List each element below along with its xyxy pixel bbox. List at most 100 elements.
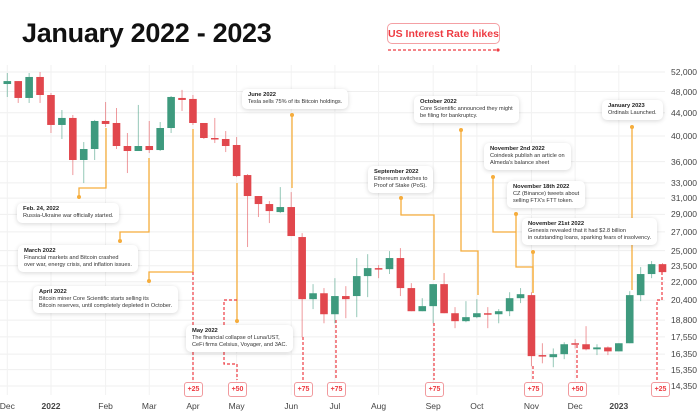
annotation-text: Ethereum switches to — [374, 176, 428, 182]
candle-body — [298, 237, 306, 300]
candle — [549, 348, 558, 368]
candle — [505, 292, 514, 317]
annotation-box: March 2022 Financial markets and Bitcoin … — [18, 245, 138, 272]
candle-body — [101, 120, 110, 124]
candle-body — [90, 120, 99, 150]
candle-body — [276, 207, 285, 213]
candle — [232, 137, 241, 178]
candle-body — [636, 274, 645, 296]
candle — [560, 342, 569, 360]
candle-body — [25, 76, 33, 98]
y-tick-label: 20,400 — [671, 295, 697, 306]
candle-body — [342, 296, 350, 300]
candle-body — [505, 298, 514, 312]
x-tick-label: Jul — [329, 401, 341, 411]
rate-hike-badge: +25 — [184, 382, 203, 397]
candle — [374, 265, 383, 279]
candle — [145, 120, 154, 154]
rate-hike-badge: +25 — [651, 382, 670, 397]
candle-body — [418, 306, 427, 312]
y-tick-label: 31,000 — [671, 193, 697, 204]
candle — [156, 122, 164, 152]
annotation-text: CZ (Binance) tweets about — [513, 191, 580, 197]
candle — [615, 343, 623, 352]
annotation-title: September 2022 — [374, 169, 419, 175]
candle — [134, 104, 143, 152]
candle-body — [36, 76, 44, 96]
candle-body — [538, 355, 547, 357]
candle-body — [604, 347, 612, 352]
candle — [593, 344, 601, 356]
candle-body — [14, 81, 23, 98]
candle-body — [287, 207, 296, 237]
candle — [582, 326, 590, 351]
annotation-title: November 21st 2022 — [528, 221, 585, 227]
x-tick-label: Oct — [470, 401, 484, 411]
candle-body — [385, 258, 394, 270]
y-tick-label: 18,800 — [671, 315, 697, 326]
candle — [221, 131, 230, 153]
candle-body — [265, 204, 274, 212]
candle — [440, 273, 448, 314]
candle — [636, 267, 645, 302]
candle — [243, 174, 252, 248]
candle — [331, 278, 339, 324]
candle — [407, 283, 416, 312]
candle — [385, 251, 394, 275]
annotation-box: June 2022 Tesla sells 75% of its Bitcoin … — [242, 89, 349, 109]
candle — [473, 299, 481, 319]
candle-body — [58, 117, 66, 125]
annotation-leader-lines — [77, 113, 634, 323]
candle-body — [560, 344, 569, 355]
candle-body — [516, 294, 525, 299]
y-tick-label: 29,000 — [671, 209, 697, 220]
y-tick-label: 17,550 — [671, 331, 697, 342]
candle-body — [527, 295, 536, 357]
annotation-text: over war, energy crisis, and inflation i… — [24, 262, 132, 268]
candle-body — [407, 288, 416, 312]
candle-body — [145, 146, 154, 151]
rate-hike-badge: +75 — [524, 382, 543, 397]
annotation-title: October 2022 — [420, 99, 457, 105]
candle-body — [69, 117, 77, 160]
candle-body — [178, 97, 186, 100]
x-tick-label: May — [228, 401, 245, 411]
y-tick-label: 25,000 — [671, 245, 697, 256]
annotation-title: January 2023 — [608, 103, 645, 109]
rate-hike-badge: +50 — [568, 382, 587, 397]
y-tick-label: 44,000 — [671, 107, 697, 118]
annotation-text: Financial markets and Bitcoin crashed — [24, 255, 119, 261]
candle — [47, 92, 55, 134]
y-tick-label: 23,500 — [671, 260, 697, 271]
annotation-title: April 2022 — [39, 289, 67, 295]
candle — [200, 122, 208, 139]
candle — [90, 119, 99, 160]
candle — [58, 109, 66, 139]
candle — [14, 81, 23, 103]
leader-nov2 — [492, 177, 516, 233]
candle-body — [254, 196, 263, 205]
annotation-box: January 2023 Ordinals Launched. — [602, 100, 663, 120]
candle — [210, 117, 219, 144]
annotation-text: Bitcoin reserves, until completely deple… — [39, 303, 173, 309]
leader-mar — [119, 158, 150, 241]
candle-body — [374, 268, 383, 270]
candles — [3, 72, 667, 368]
candle — [276, 187, 285, 214]
candle-body — [483, 313, 492, 315]
annotation-box: September 2022 Ethereum switches to Proof … — [368, 166, 434, 193]
candle — [320, 288, 328, 324]
candle-body — [647, 264, 656, 275]
candle — [418, 298, 427, 312]
candle — [298, 233, 306, 338]
candle — [429, 284, 437, 324]
annotation-box: October 2022 Core Scientific announced th… — [414, 96, 519, 123]
candle — [167, 95, 175, 134]
annotation-box: Feb. 24, 2022 Russia-Ukraine war official… — [17, 203, 120, 223]
candle-body — [571, 343, 579, 345]
candle — [604, 346, 612, 356]
x-tick-label: Feb — [98, 401, 113, 411]
leader-sep — [400, 198, 435, 280]
y-tick-label: 22,000 — [671, 276, 697, 287]
annotation-text: Genesis revealed that it had $2.8 billio… — [528, 228, 626, 234]
